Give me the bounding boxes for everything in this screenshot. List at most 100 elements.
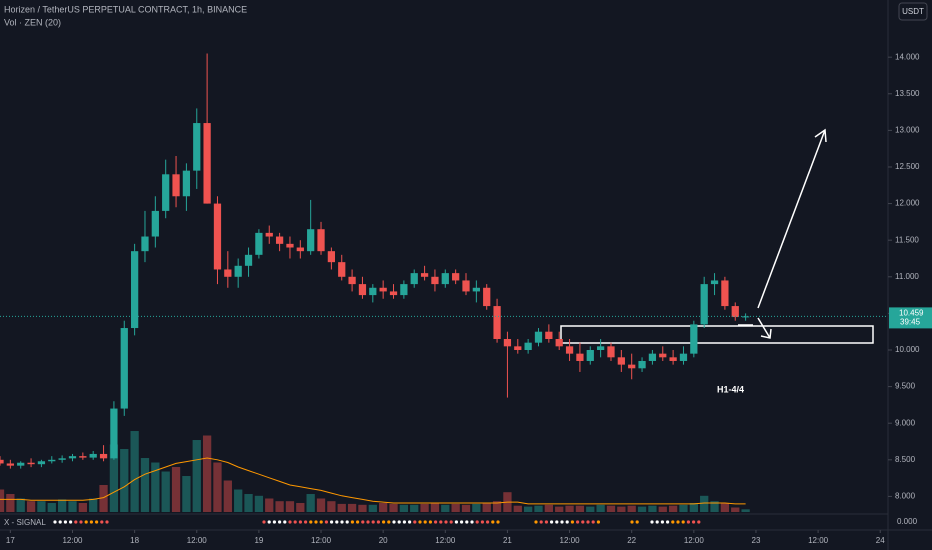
volume-bar [161,471,170,512]
x-tick-label: 21 [503,536,512,545]
signal-dot [692,520,696,524]
candle-body [462,280,470,292]
volume-bar [68,501,77,512]
signal-dot [53,520,57,524]
volume-bar [316,498,326,512]
signal-dot [449,520,453,524]
candle-body [710,280,719,285]
signal-dot [79,520,83,524]
volume-bar [420,503,429,512]
signal-dot [278,520,282,524]
volume-bar [109,444,119,512]
volume-bar [223,480,232,512]
candle-body [659,353,667,358]
signal-dot [550,520,554,524]
volume-bar [234,489,243,512]
x-tick-label: 24 [876,536,885,545]
volume-bar [399,504,409,512]
signal-dot [387,520,391,524]
candle-body [37,461,46,465]
volume-bar [379,503,388,512]
x-tick-label: 12:00 [808,536,829,545]
signal-dot [298,520,302,524]
signal-dot [660,520,665,524]
volume-bar [37,501,46,512]
volume-bar [285,501,295,512]
signal-dot [460,520,464,524]
volume-bar [679,504,688,512]
x-tick-label: 19 [254,536,263,545]
volume-bar [472,503,481,512]
signal-dot [560,520,564,524]
signal-dot [565,520,569,524]
candle-body [597,346,605,350]
candle-body [68,456,77,459]
candle-body [607,346,615,358]
volume-bar [337,503,346,512]
signal-dot [340,520,344,524]
candle-body [151,210,159,237]
volume-bar [120,449,129,512]
candle-body [172,174,180,197]
volume-bar [16,498,25,512]
volume-bar [668,505,678,512]
candle-body [369,287,377,296]
volume-bar [192,440,201,512]
volume-bar [492,501,502,512]
candle-body [358,284,367,296]
signal-dot [418,520,422,524]
signal-dot [272,520,276,524]
volume-bar [430,503,440,512]
volume-bar [565,505,574,512]
candle-body [638,360,646,369]
signal-dot [444,520,448,524]
candle-body [110,408,118,459]
signal-dot [413,520,417,524]
volume-bar [368,504,377,512]
arrow-down-head [760,328,772,339]
volume-bar [648,505,657,512]
candle-body [617,357,625,365]
x-tick-label: 12:00 [560,536,581,545]
candle-body [348,276,356,285]
signal-dot [423,520,427,524]
signal-dot [350,520,354,524]
currency-button[interactable] [898,2,928,21]
signal-dot [434,520,438,524]
chart-title: Horizen / TetherUS PERPETUAL CONTRACT, 1… [4,4,247,14]
signal-dot [697,520,701,524]
y-tick-label: 9.000 [895,418,916,427]
candle-body [224,269,232,277]
candle-body [669,357,677,361]
y-tick-label: 10.000 [895,345,920,354]
candle-body [99,453,108,459]
candle-body [27,462,35,465]
x-tick-label: 17 [6,536,15,545]
signal-dot [491,520,495,524]
signal-dot [555,520,559,524]
volume-bar [534,505,543,512]
volume-bar [575,505,585,512]
volume-bar [637,506,647,512]
candle-body [120,328,128,409]
candle-body [130,251,139,329]
candle-body [327,251,336,263]
signal-dot [74,520,78,524]
currency-label: USDT [902,7,924,16]
candle-body [441,273,449,285]
volume-bar [461,504,471,512]
signal-dot [376,520,380,524]
annotation: H1-4/4 [717,384,744,394]
candle-body [379,287,387,292]
signal-dot [392,520,396,524]
signal-dot [681,520,685,524]
candle-body [741,316,750,318]
x-tick-label: 18 [130,536,139,545]
volume-bar [710,501,719,512]
volume-bar [78,503,87,512]
candle-body [17,462,25,466]
candle-body [193,123,201,171]
candle-body [690,324,698,354]
candle-body [389,291,398,296]
volume-bar [171,467,181,512]
